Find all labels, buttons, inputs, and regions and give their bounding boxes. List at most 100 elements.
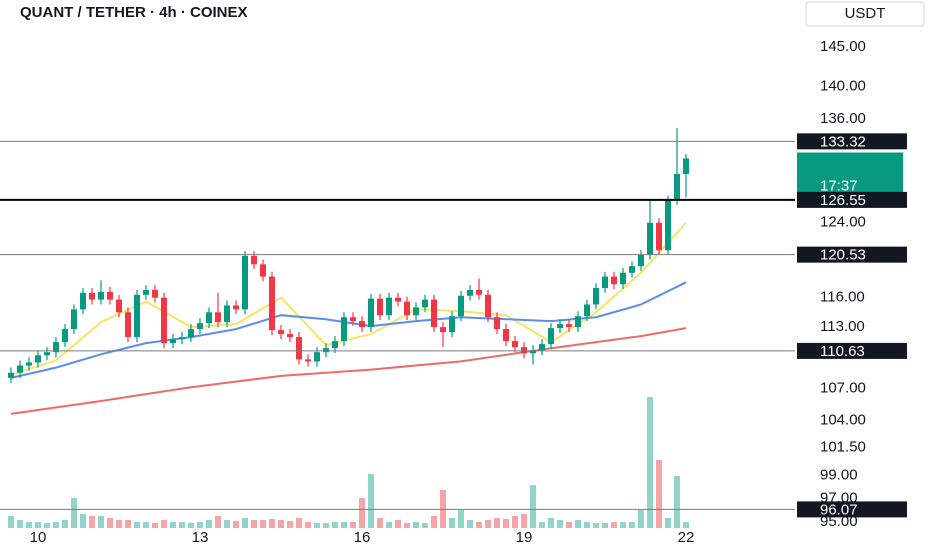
candle-body: [493, 317, 500, 330]
volume-bar: [340, 522, 347, 528]
y-tick-label: 136.00: [820, 110, 866, 127]
candle-body: [412, 307, 419, 316]
volume-bar: [611, 522, 618, 528]
candle-body: [142, 289, 149, 295]
volume-bar: [223, 520, 230, 528]
candle-body: [232, 305, 239, 310]
candle-body: [557, 324, 564, 329]
volume-bar: [412, 522, 419, 528]
volume-bar: [430, 516, 437, 528]
y-tick-label: 124.00: [820, 214, 866, 231]
volume-bar: [97, 516, 104, 528]
volume-bar: [232, 521, 239, 528]
candle-body: [421, 299, 428, 308]
candle-body: [385, 297, 392, 316]
candle-body: [250, 255, 257, 265]
plot-area: 145.00140.00136.00128.00124.00116.00113.…: [0, 38, 907, 550]
candle-body: [133, 294, 140, 338]
volume-bar: [674, 476, 681, 528]
level-label-box: [797, 342, 907, 359]
x-tick-label: 22: [678, 529, 695, 546]
volume-bar: [313, 523, 320, 528]
candle-body: [466, 289, 473, 296]
candle-body: [259, 264, 266, 277]
candle-body: [304, 359, 311, 362]
candle-body: [52, 342, 59, 353]
y-tick-label: 107.00: [820, 379, 866, 396]
candle-body: [683, 158, 690, 175]
currency-button[interactable]: [805, 1, 925, 27]
candle-body: [61, 329, 68, 343]
candle-body: [394, 297, 401, 302]
volume-bar: [304, 522, 311, 528]
volume-bar: [61, 520, 68, 528]
candle-body: [124, 312, 131, 338]
volume-bar: [43, 523, 50, 528]
volume-bar: [566, 522, 573, 528]
candle-body: [178, 337, 185, 340]
candle-body: [151, 289, 158, 298]
level-label: 120.53: [820, 247, 866, 264]
candle-body: [43, 352, 50, 356]
candle-body: [160, 297, 167, 344]
volume-bar: [349, 522, 356, 528]
volume-bar: [259, 520, 266, 528]
volume-bar: [403, 523, 410, 528]
candle-body: [196, 323, 203, 330]
volume-bar: [295, 518, 302, 528]
candle-body: [638, 254, 645, 267]
volume-bar: [539, 522, 546, 528]
candle-body: [322, 348, 329, 353]
y-tick-label: 116.00: [820, 289, 865, 306]
x-tick-label: 19: [516, 529, 533, 546]
volume-bar: [331, 522, 338, 528]
volume-bar: [520, 514, 527, 528]
chart-title: QUANT / TETHER · 4h · COINEX: [20, 4, 248, 21]
volume-bar: [52, 522, 59, 528]
moving-average: [10, 281, 687, 379]
level-label: 96.07: [820, 501, 858, 518]
moving-average: [10, 222, 687, 376]
candle-body: [70, 309, 77, 330]
candle-body: [16, 365, 23, 373]
volume-bar: [683, 522, 690, 528]
candle-body: [79, 292, 86, 310]
volume-bar: [196, 522, 203, 528]
candle-body: [584, 304, 591, 317]
volume-bar: [548, 518, 555, 528]
candle-body: [430, 299, 437, 328]
candle-body: [602, 276, 609, 289]
volume-bar: [493, 518, 500, 528]
candle-body: [665, 200, 672, 251]
candle-body: [214, 312, 221, 323]
candle-body: [566, 324, 573, 328]
candle-body: [502, 329, 509, 342]
volume-bar: [79, 514, 86, 528]
volume-bar: [286, 521, 293, 528]
volume-bar: [205, 520, 212, 528]
volume-bar: [502, 519, 509, 528]
candle-body: [593, 288, 600, 305]
y-tick-label: 113.00: [820, 318, 865, 335]
volume-bar: [133, 522, 140, 528]
candle-body: [277, 330, 284, 335]
candle-body: [656, 222, 663, 251]
volume-bar: [638, 510, 645, 528]
volume-bar: [268, 519, 275, 528]
volume-bar: [187, 523, 194, 528]
currency-label[interactable]: USDT: [845, 5, 886, 22]
x-tick-label: 16: [354, 529, 371, 546]
level-label-box: [797, 191, 907, 208]
level-label: 126.55: [820, 192, 866, 209]
volume-bar: [466, 520, 473, 528]
candle-body: [88, 292, 95, 300]
volume-bar: [214, 516, 221, 528]
x-tick-label: 13: [192, 529, 209, 546]
candle-body: [403, 301, 410, 316]
candle-body: [457, 295, 464, 317]
candle-body: [187, 329, 194, 338]
candle-body: [647, 222, 654, 255]
candle-body: [7, 372, 14, 378]
